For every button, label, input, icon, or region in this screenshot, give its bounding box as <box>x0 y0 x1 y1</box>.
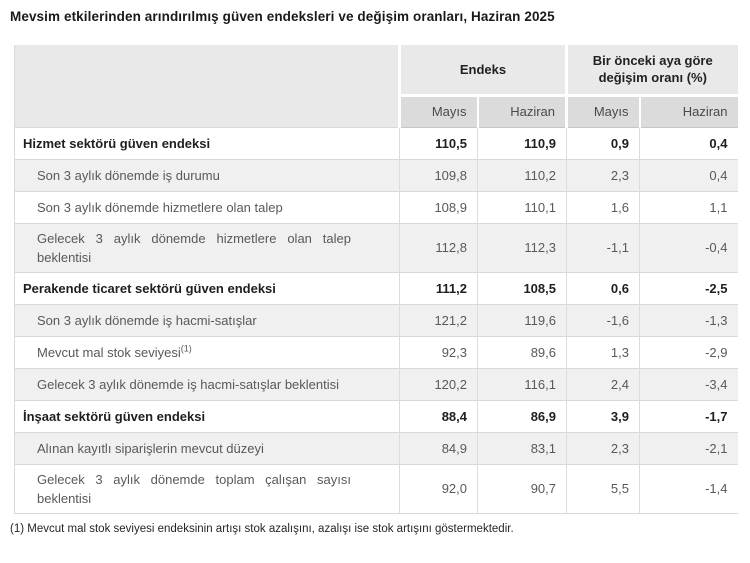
value-cell: 109,8 <box>399 158 478 191</box>
value-cell: 86,9 <box>477 399 567 432</box>
value-cell: 2,4 <box>566 367 640 400</box>
value-cell: 88,4 <box>399 399 478 432</box>
row-label: Son 3 aylık dönemde iş durumu <box>14 158 400 191</box>
value-cell: -0,4 <box>639 222 738 272</box>
value-cell: -1,3 <box>639 303 738 336</box>
value-cell: 84,9 <box>399 431 478 464</box>
value-cell: 108,9 <box>399 190 478 223</box>
table-row: Alınan kayıtlı siparişlerin mevcut düzey… <box>14 431 738 464</box>
value-cell: 90,7 <box>477 463 567 513</box>
row-label: İnşaat sektörü güven endeksi <box>14 399 400 432</box>
page: Mevsim etkilerinden arındırılmış güven e… <box>10 9 738 535</box>
row-label: Alınan kayıtlı siparişlerin mevcut düzey… <box>14 431 400 464</box>
table-header: Endeks Bir önceki aya göre değişim oranı… <box>14 45 738 128</box>
value-cell: -3,4 <box>639 367 738 400</box>
row-label: Gelecek 3 aylık dönemde hizmetlere olan … <box>14 222 400 272</box>
value-cell: 1,3 <box>566 335 640 368</box>
value-cell: -1,4 <box>639 463 738 513</box>
row-label: Son 3 aylık dönemde hizmetlere olan tale… <box>14 190 400 223</box>
value-cell: 111,2 <box>399 271 478 304</box>
group-header-row: Endeks Bir önceki aya göre değişim oranı… <box>14 45 738 128</box>
table-row: Hizmet sektörü güven endeksi 110,5 110,9 0,… <box>14 126 738 159</box>
value-cell: -2,5 <box>639 271 738 304</box>
value-cell: 2,3 <box>566 431 640 464</box>
sub-header-row: Mayıs Haziran Mayıs Haziran <box>15 95 738 128</box>
value-cell: 92,0 <box>399 463 478 513</box>
value-cell: 112,8 <box>399 222 478 272</box>
row-label: Son 3 aylık dönemde iş hacmi-satışlar <box>14 303 400 336</box>
corner-cell <box>14 45 400 128</box>
value-cell: 3,9 <box>566 399 640 432</box>
row-label: Gelecek 3 aylık dönemde toplam çalışan s… <box>14 463 400 513</box>
value-cell: -1,1 <box>566 222 640 272</box>
value-cell: -1,6 <box>566 303 640 336</box>
value-cell: 0,4 <box>639 158 738 191</box>
column-header-endeks-haziran: Haziran <box>476 95 567 128</box>
row-label: Gelecek 3 aylık dönemde iş hacmi-satışla… <box>14 367 400 400</box>
value-cell: 2,3 <box>566 158 640 191</box>
row-label: Mevcut mal stok seviyesi(1) <box>14 335 400 368</box>
table-row: Gelecek 3 aylık dönemde hizmetlere olan … <box>14 222 738 272</box>
value-cell: 89,6 <box>477 335 567 368</box>
table-row: Gelecek 3 aylık dönemde toplam çalışan s… <box>14 463 738 513</box>
value-cell: 110,5 <box>399 126 478 159</box>
value-cell: -2,1 <box>639 431 738 464</box>
value-cell: 5,5 <box>566 463 640 513</box>
column-header-change-mayis: Mayıs <box>565 95 640 128</box>
table-row: Son 3 aylık dönemde hizmetlere olan tale… <box>14 190 738 223</box>
value-cell: 119,6 <box>477 303 567 336</box>
value-cell: 1,6 <box>566 190 640 223</box>
table-row: Son 3 aylık dönemde iş hacmi-satışlar 121… <box>14 303 738 336</box>
value-cell: 1,1 <box>639 190 738 223</box>
table-row: Son 3 aylık dönemde iş durumu 109,8 110,2 2… <box>14 158 738 191</box>
value-cell: 0,9 <box>566 126 640 159</box>
value-cell: 121,2 <box>399 303 478 336</box>
value-cell: 110,9 <box>477 126 567 159</box>
footnote-marker: (1) <box>180 343 192 354</box>
value-cell: 0,4 <box>639 126 738 159</box>
table-row: Mevcut mal stok seviyesi(1) 92,3 89,6 1,3 -2… <box>14 335 738 368</box>
value-cell: 0,6 <box>566 271 640 304</box>
page-title: Mevsim etkilerinden arındırılmış güven e… <box>10 9 555 24</box>
table-body: Hizmet sektörü güven endeksi 110,5 110,9 0,… <box>14 126 738 513</box>
value-cell: 110,2 <box>477 158 567 191</box>
value-cell: 116,1 <box>477 367 567 400</box>
value-cell: -2,9 <box>639 335 738 368</box>
table-row: İnşaat sektörü güven endeksi 88,4 86,9 3,9-… <box>14 399 738 432</box>
value-cell: 92,3 <box>399 335 478 368</box>
value-cell: 120,2 <box>399 367 478 400</box>
row-label: Perakende ticaret sektörü güven endeksi <box>14 271 400 304</box>
value-cell: -1,7 <box>639 399 738 432</box>
column-header-change-haziran: Haziran <box>638 95 738 128</box>
value-cell: 83,1 <box>477 431 567 464</box>
column-group-endeks: Endeks <box>398 45 567 97</box>
value-cell: 110,1 <box>477 190 567 223</box>
confidence-index-table: Endeks Bir önceki aya göre değişim oranı… <box>14 45 738 514</box>
column-group-change-rate: Bir önceki aya göre değişim oranı (%) <box>565 45 738 97</box>
table-row: Perakende ticaret sektörü güven endeksi 1… <box>14 271 738 304</box>
value-cell: 112,3 <box>477 222 567 272</box>
row-label: Hizmet sektörü güven endeksi <box>14 126 400 159</box>
footnote: (1) Mevcut mal stok seviyesi endeksinin … <box>10 522 514 535</box>
table-row: Gelecek 3 aylık dönemde iş hacmi-satışla… <box>14 367 738 400</box>
value-cell: 108,5 <box>477 271 567 304</box>
column-header-endeks-mayis: Mayıs <box>398 95 478 128</box>
